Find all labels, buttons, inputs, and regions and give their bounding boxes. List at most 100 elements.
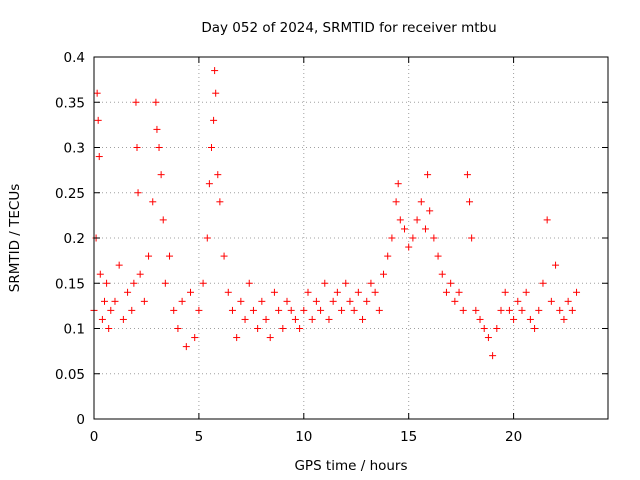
data-point [266, 334, 274, 342]
data-point [375, 306, 383, 314]
data-point [359, 315, 367, 323]
data-point [564, 297, 572, 305]
data-point [157, 171, 165, 179]
data-point [304, 288, 312, 296]
x-tick-label: 5 [195, 429, 204, 445]
data-point [522, 288, 530, 296]
data-point [96, 270, 104, 278]
data-point [133, 144, 141, 151]
data-point [455, 288, 463, 296]
data-point [573, 288, 581, 296]
data-point [187, 288, 195, 296]
data-point [107, 306, 115, 314]
data-point [287, 306, 295, 314]
data-point [497, 306, 505, 314]
data-point [409, 234, 417, 242]
x-tick-label: 0 [90, 429, 99, 445]
data-point [560, 315, 568, 323]
data-point [195, 306, 203, 314]
data-point [233, 334, 241, 342]
data-point [317, 306, 325, 314]
data-point [152, 98, 160, 106]
data-point [214, 171, 222, 179]
data-point [191, 334, 199, 342]
data-point [245, 279, 253, 287]
data-point [149, 198, 157, 206]
data-point [111, 297, 119, 305]
data-point [254, 325, 262, 332]
data-point [291, 315, 299, 323]
data-point [543, 216, 551, 224]
y-tick-label: 0.15 [55, 276, 85, 292]
data-point [388, 234, 396, 242]
y-axis-label: SRMTID / TECUs [7, 184, 23, 292]
data-point [539, 279, 547, 287]
y-tick-label: 0.4 [64, 50, 85, 66]
data-point [505, 306, 513, 314]
data-point [134, 189, 142, 197]
data-point [400, 225, 408, 233]
grid [93, 56, 608, 420]
data-point [405, 243, 413, 251]
data-point [424, 171, 432, 179]
data-point [442, 288, 450, 296]
data-point [283, 297, 291, 305]
data-point [115, 261, 123, 269]
data-point [476, 315, 484, 323]
data-point [205, 180, 213, 188]
data-point [237, 297, 245, 305]
data-point [161, 279, 169, 287]
data-point [170, 306, 178, 314]
data-point [346, 297, 354, 305]
data-point [333, 288, 341, 296]
data-point [394, 180, 402, 188]
data-point [380, 270, 388, 278]
data-point [392, 198, 400, 206]
data-point [413, 216, 421, 224]
data-point [249, 306, 257, 314]
x-tick-label: 10 [295, 429, 312, 445]
data-point [211, 67, 219, 75]
tick-labels: 0 0.05 0.1 0.15 0.2 0.25 0.3 0.35 0.4 0 5 10 15 20 [55, 50, 522, 445]
data-point [159, 216, 167, 224]
data-point [531, 325, 539, 332]
data-point [182, 343, 190, 351]
data-point [95, 153, 103, 161]
data-point [94, 116, 102, 124]
data-point [421, 225, 429, 233]
data-point [212, 89, 220, 97]
data-point [178, 297, 186, 305]
data-point [275, 306, 283, 314]
data-point [136, 270, 144, 278]
data-point [510, 315, 518, 323]
data-point [130, 279, 138, 287]
data-point [447, 279, 455, 287]
data-point [262, 315, 270, 323]
data-point [258, 297, 266, 305]
data-point [526, 315, 534, 323]
data-point [153, 125, 161, 133]
data-point [367, 279, 375, 287]
y-tick-label: 0.05 [55, 367, 85, 383]
data-point [166, 252, 174, 260]
data-point [228, 306, 236, 314]
data-point [93, 89, 101, 97]
data-point [514, 297, 522, 305]
data-point [100, 297, 108, 305]
ticks [93, 56, 608, 420]
data-point [350, 306, 358, 314]
x-tick-label: 20 [505, 429, 522, 445]
data-point [174, 325, 182, 332]
data-point [384, 252, 392, 260]
data-point [308, 315, 316, 323]
data-point [279, 325, 287, 332]
data-point [338, 306, 346, 314]
y-tick-label: 0.35 [55, 95, 85, 111]
data-point [207, 144, 215, 151]
data-point [155, 144, 163, 151]
data-point [105, 325, 113, 332]
y-tick-label: 0 [76, 412, 85, 428]
data-point [124, 288, 132, 296]
data-point [241, 315, 249, 323]
